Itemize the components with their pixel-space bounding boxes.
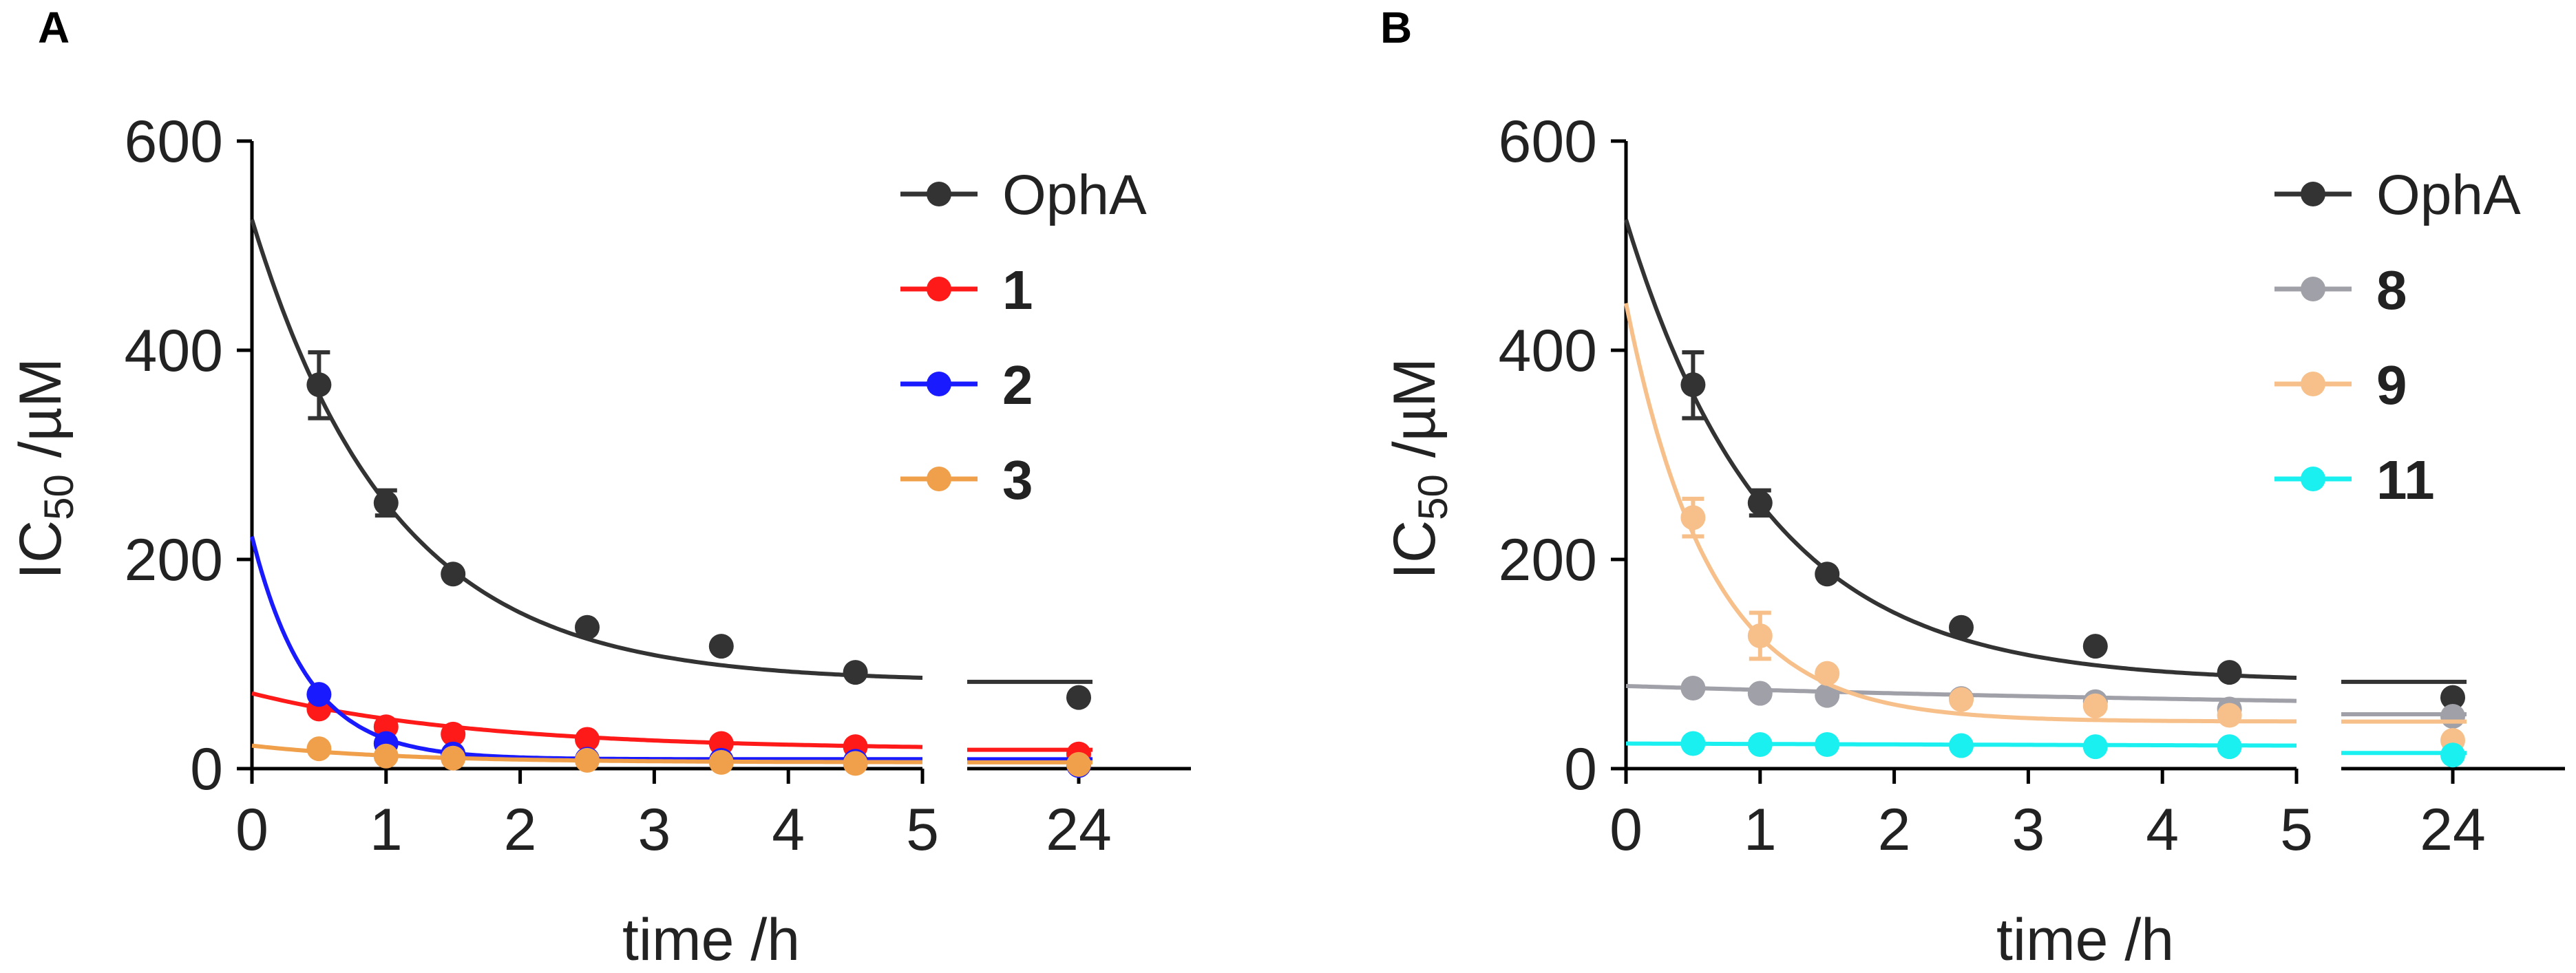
- legend-label-OphA: OphA: [1002, 164, 1147, 226]
- data-point-OphA: [2082, 634, 2108, 659]
- legend-marker-11: [2301, 467, 2325, 491]
- panel-label: A: [38, 3, 70, 52]
- x-tick-label: 5: [906, 797, 939, 863]
- panel-b: B 0 200 400 600 0 1 2 3 4 5 24 time /h IC50 /µM OphA 8 9…: [1380, 3, 2565, 973]
- y-axis-title-unit: /µM: [8, 358, 74, 474]
- legend-marker-OphA: [2301, 182, 2325, 206]
- legend-marker-9: [2301, 372, 2325, 396]
- x-tick-label: 1: [370, 797, 403, 863]
- x-axis-title: time /h: [1996, 907, 2174, 973]
- x-tick-label: 4: [2146, 797, 2179, 863]
- panel-a: A 0 200 400 600 0 1 2 3 4 5 24 time /h IC50 /µM OphA 1 2…: [8, 3, 1191, 973]
- data-point-OphA: [2217, 660, 2242, 685]
- data-point-3: [441, 745, 466, 771]
- data-point-11: [2082, 734, 2108, 760]
- y-tick-label: 600: [125, 109, 224, 175]
- x-tick-label: 0: [235, 797, 268, 863]
- legend-label-8: 8: [2376, 259, 2407, 321]
- x-axis-title: time /h: [622, 907, 800, 973]
- x-tick-label-24: 24: [2420, 797, 2486, 863]
- data-point-2: [306, 682, 332, 707]
- fit-curve-OphA: [1624, 219, 2297, 680]
- data-point-3: [373, 743, 399, 769]
- y-tick-label: 600: [1499, 109, 1598, 175]
- legend-label-OphA: OphA: [2376, 164, 2521, 226]
- data-point-3: [708, 749, 734, 775]
- data-point-9: [2217, 703, 2242, 728]
- legend-label-1: 1: [1002, 259, 1033, 321]
- data-point-3: [575, 747, 600, 773]
- data-point-OphA: [843, 660, 868, 685]
- y-tick-label: 200: [125, 527, 224, 593]
- data-point-OphA: [306, 372, 332, 398]
- data-point-OphA: [1747, 490, 1773, 515]
- data-point-9: [1680, 505, 1706, 531]
- data-point-3: [843, 751, 868, 776]
- y-axis-title-subscript: 50: [36, 474, 82, 520]
- x-tick-label: 2: [1878, 797, 1911, 863]
- data-point-OphA: [1815, 562, 1840, 587]
- data-point-8: [1815, 683, 1840, 708]
- x-tick-label-24: 24: [1046, 797, 1112, 863]
- x-tick-label: 4: [772, 797, 805, 863]
- y-axis-title-main: IC: [1382, 520, 1448, 579]
- data-point-9: [1815, 661, 1840, 686]
- data-point-11: [1747, 732, 1773, 758]
- y-tick-label: 0: [190, 736, 223, 802]
- data-point-OphA: [441, 562, 466, 587]
- y-axis-title-subscript: 50: [1410, 474, 1456, 520]
- data-point-3: [306, 736, 332, 762]
- data-point-OphA: [2440, 685, 2465, 710]
- legend-marker-8: [2301, 277, 2325, 301]
- data-point-11: [1949, 733, 1974, 758]
- data-point-OphA: [1680, 372, 1706, 398]
- legend-marker-OphA: [927, 182, 951, 206]
- data-point-OphA: [1949, 614, 1974, 640]
- x-tick-label: 3: [2012, 797, 2045, 863]
- data-point-11: [2440, 742, 2465, 768]
- legend-marker-1: [927, 277, 951, 301]
- y-axis-title-main: IC: [8, 520, 74, 579]
- legend-label-9: 9: [2376, 354, 2407, 416]
- y-tick-label: 400: [1499, 318, 1598, 384]
- fit-curve-9: [1624, 302, 2297, 724]
- legend-marker-3: [927, 467, 951, 491]
- data-point-9: [1949, 687, 1974, 712]
- fit-curve-2: [250, 535, 922, 762]
- legend-marker-2: [927, 372, 951, 396]
- data-point-8: [2440, 704, 2465, 729]
- data-point-1: [441, 721, 466, 747]
- y-axis-title-unit: /µM: [1382, 358, 1448, 474]
- data-point-11: [1680, 731, 1706, 756]
- data-point-9: [2082, 693, 2108, 718]
- y-tick-label: 200: [1499, 527, 1598, 593]
- legend-label-11: 11: [2376, 449, 2435, 511]
- data-point-OphA: [1066, 685, 1091, 710]
- panel-label: B: [1380, 3, 1412, 52]
- x-tick-label: 2: [504, 797, 537, 863]
- y-axis-title: IC50 /µM: [1382, 358, 1456, 579]
- data-point-11: [1815, 732, 1840, 758]
- data-point-1: [575, 727, 600, 752]
- data-point-OphA: [575, 614, 600, 640]
- x-tick-label: 1: [1744, 797, 1777, 863]
- data-point-8: [1680, 675, 1706, 701]
- y-tick-label: 400: [125, 318, 224, 384]
- data-point-OphA: [373, 490, 399, 515]
- x-tick-label: 0: [1609, 797, 1643, 863]
- data-point-9: [1747, 623, 1773, 648]
- y-axis-title: IC50 /µM: [8, 358, 82, 579]
- legend-label-2: 2: [1002, 354, 1033, 416]
- fit-curve-OphA: [250, 219, 923, 680]
- data-point-OphA: [708, 634, 734, 659]
- data-point-8: [1747, 681, 1773, 706]
- data-point-3: [1066, 751, 1091, 777]
- x-tick-label: 3: [637, 797, 671, 863]
- y-tick-label: 0: [1564, 736, 1597, 802]
- legend-label-3: 3: [1002, 449, 1033, 511]
- data-point-11: [2217, 734, 2242, 760]
- x-tick-label: 5: [2280, 797, 2313, 863]
